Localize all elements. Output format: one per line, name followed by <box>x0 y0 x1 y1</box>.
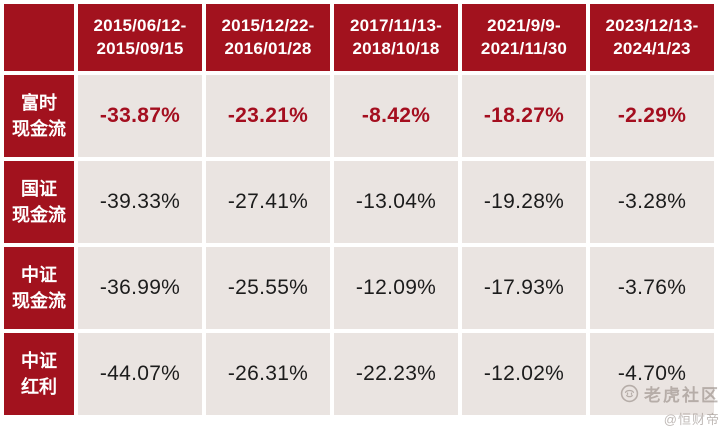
column-header-period-5: 2023/12/13- 2024/1/23 <box>590 4 714 71</box>
table-cell: -3.76% <box>590 247 714 329</box>
table-cell: -17.93% <box>462 247 586 329</box>
table-cell: -12.09% <box>334 247 458 329</box>
table-cell: -27.41% <box>206 161 330 243</box>
table-cell: -3.28% <box>590 161 714 243</box>
column-header-period-1: 2015/06/12- 2015/09/15 <box>78 4 202 71</box>
table-cell: -23.21% <box>206 75 330 157</box>
header-row: 2015/06/12- 2015/09/15 2015/12/22- 2016/… <box>4 4 714 71</box>
table-row-ftse-cashflow: 富时 现金流 -33.87% -23.21% -8.42% -18.27% -2… <box>4 75 714 157</box>
row-header: 中证 现金流 <box>4 247 74 329</box>
table-cell: -8.42% <box>334 75 458 157</box>
table-cell: -13.04% <box>334 161 458 243</box>
table-cell: -25.55% <box>206 247 330 329</box>
table-cell: -19.28% <box>462 161 586 243</box>
column-header-period-2: 2015/12/22- 2016/01/28 <box>206 4 330 71</box>
table-cell: -39.33% <box>78 161 202 243</box>
row-header: 中证 红利 <box>4 333 74 415</box>
table-cell: -22.23% <box>334 333 458 415</box>
table-cell: -36.99% <box>78 247 202 329</box>
row-header: 国证 现金流 <box>4 161 74 243</box>
corner-cell <box>4 4 74 71</box>
table-cell: -2.29% <box>590 75 714 157</box>
column-header-period-4: 2021/9/9- 2021/11/30 <box>462 4 586 71</box>
table-cell: -18.27% <box>462 75 586 157</box>
table-cell: -44.07% <box>78 333 202 415</box>
column-header-period-3: 2017/11/13- 2018/10/18 <box>334 4 458 71</box>
performance-table: 2015/06/12- 2015/09/15 2015/12/22- 2016/… <box>4 4 714 415</box>
table-cell: -33.87% <box>78 75 202 157</box>
table-cell: -26.31% <box>206 333 330 415</box>
table-cell: -4.70% <box>590 333 714 415</box>
table-cell: -12.02% <box>462 333 586 415</box>
table-row-csi-dividend: 中证 红利 -44.07% -26.31% -22.23% -12.02% -4… <box>4 333 714 415</box>
row-header: 富时 现金流 <box>4 75 74 157</box>
table-row-csi-cashflow: 中证 现金流 -36.99% -25.55% -12.09% -17.93% -… <box>4 247 714 329</box>
table-row-guozheng-cashflow: 国证 现金流 -39.33% -27.41% -13.04% -19.28% -… <box>4 161 714 243</box>
